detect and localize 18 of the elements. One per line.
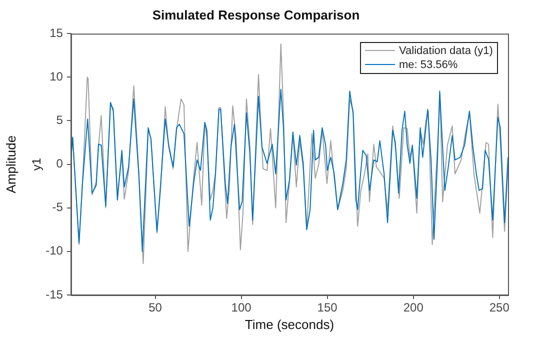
y-tick-label: -10 [46,244,64,258]
legend-label: Validation data (y1) [399,44,493,58]
y-tick-label: -5 [52,200,64,214]
x-tick-label: 100 [231,300,252,315]
y-tick-label: 5 [56,113,64,128]
x-tick-label: 250 [489,300,510,315]
y-tick-label: 15 [50,26,64,40]
legend-label: me: 53.56% [399,58,458,72]
x-axis-title: Time (seconds) [244,316,334,332]
x-tick-label: 200 [403,300,424,315]
x-tick-label: 50 [148,300,162,315]
x-tick-label: 150 [317,300,338,315]
y-tick-label: -15 [46,287,64,302]
y-tick-label: 0 [56,156,64,171]
y-tick-label: 10 [50,69,64,84]
text: y1 [29,158,44,171]
chart-title: Simulated Response Comparison [152,7,360,22]
y-axis-title: Amplitude [3,135,18,194]
